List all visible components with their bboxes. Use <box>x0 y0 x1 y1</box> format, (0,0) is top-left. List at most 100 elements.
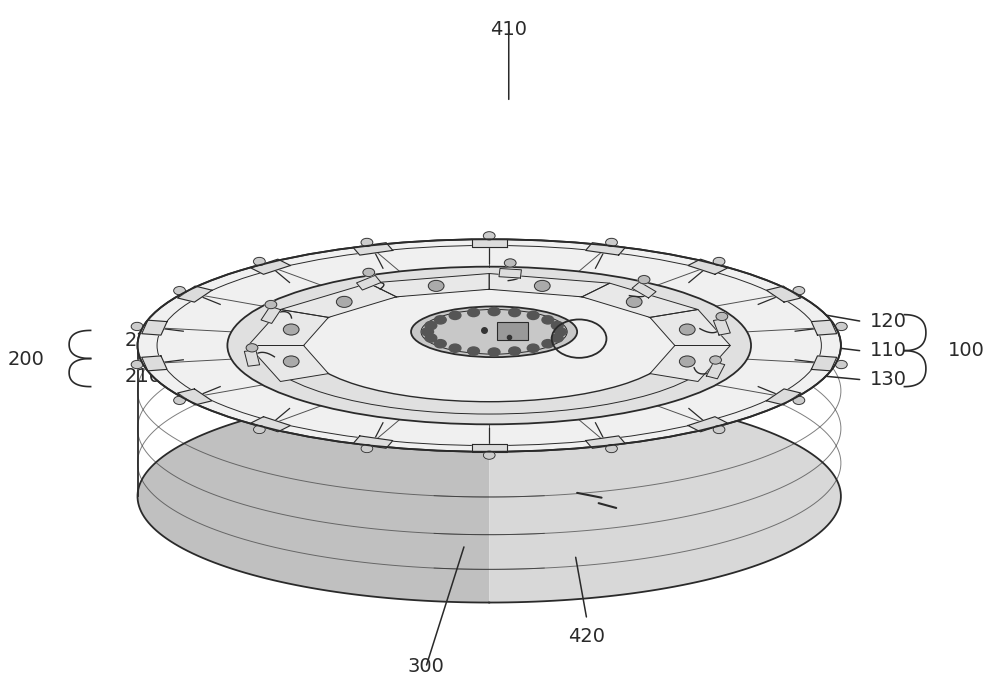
Polygon shape <box>142 320 167 335</box>
Polygon shape <box>178 286 212 302</box>
Text: B: B <box>570 310 584 329</box>
Polygon shape <box>688 417 727 432</box>
Polygon shape <box>582 283 698 317</box>
Circle shape <box>626 296 642 307</box>
Polygon shape <box>472 444 507 453</box>
Polygon shape <box>489 239 841 603</box>
Circle shape <box>246 343 258 352</box>
Circle shape <box>716 312 728 321</box>
Circle shape <box>710 356 721 364</box>
Polygon shape <box>248 310 328 346</box>
Text: 210: 210 <box>125 367 162 386</box>
Polygon shape <box>766 389 801 405</box>
Polygon shape <box>811 356 837 371</box>
Polygon shape <box>261 306 281 323</box>
Text: 200: 200 <box>8 350 45 369</box>
Circle shape <box>483 451 495 460</box>
Circle shape <box>542 339 554 348</box>
Circle shape <box>425 334 437 342</box>
Polygon shape <box>472 238 507 247</box>
Circle shape <box>488 348 500 356</box>
Polygon shape <box>499 269 521 278</box>
Text: 130: 130 <box>870 370 907 389</box>
Circle shape <box>254 426 265 434</box>
Text: 120: 120 <box>870 312 907 331</box>
Circle shape <box>174 287 185 295</box>
Circle shape <box>336 296 352 307</box>
Circle shape <box>361 444 373 453</box>
Ellipse shape <box>411 306 577 357</box>
Circle shape <box>793 396 805 404</box>
Circle shape <box>468 347 479 355</box>
Circle shape <box>434 316 446 324</box>
Ellipse shape <box>304 290 675 401</box>
Polygon shape <box>280 283 396 317</box>
Circle shape <box>254 257 265 265</box>
Circle shape <box>509 308 520 316</box>
Polygon shape <box>251 417 290 432</box>
Polygon shape <box>244 350 260 366</box>
Polygon shape <box>811 320 837 335</box>
Polygon shape <box>178 389 212 405</box>
Ellipse shape <box>138 239 841 452</box>
Circle shape <box>542 316 554 324</box>
Circle shape <box>793 287 805 295</box>
Polygon shape <box>369 274 489 297</box>
Polygon shape <box>138 239 489 603</box>
FancyBboxPatch shape <box>497 322 528 340</box>
Circle shape <box>551 334 563 342</box>
Circle shape <box>551 321 563 330</box>
Text: 300: 300 <box>407 657 444 676</box>
Circle shape <box>504 259 516 267</box>
Circle shape <box>835 322 847 330</box>
Circle shape <box>679 356 695 367</box>
Circle shape <box>131 361 143 369</box>
Text: 410: 410 <box>490 20 527 39</box>
Circle shape <box>527 311 539 319</box>
Circle shape <box>434 339 446 348</box>
Polygon shape <box>489 274 610 297</box>
Text: 110: 110 <box>870 341 907 361</box>
Circle shape <box>361 238 373 247</box>
Text: 100: 100 <box>948 341 985 361</box>
Polygon shape <box>353 436 393 448</box>
Circle shape <box>606 444 617 453</box>
Polygon shape <box>650 346 730 381</box>
Polygon shape <box>586 243 625 255</box>
Polygon shape <box>586 436 625 448</box>
Circle shape <box>422 328 434 336</box>
Circle shape <box>363 268 375 276</box>
Circle shape <box>265 301 277 309</box>
Polygon shape <box>248 346 328 381</box>
Polygon shape <box>357 276 381 290</box>
Text: 220: 220 <box>125 330 162 350</box>
Polygon shape <box>650 310 730 346</box>
Circle shape <box>527 344 539 352</box>
Circle shape <box>488 307 500 316</box>
Text: 420: 420 <box>568 627 605 645</box>
Circle shape <box>509 347 520 355</box>
Circle shape <box>283 356 299 367</box>
Circle shape <box>638 276 650 284</box>
Circle shape <box>449 311 461 319</box>
Circle shape <box>449 344 461 352</box>
Circle shape <box>468 308 479 316</box>
Circle shape <box>131 322 143 330</box>
Circle shape <box>679 324 695 335</box>
Polygon shape <box>706 362 725 379</box>
Circle shape <box>483 231 495 240</box>
Circle shape <box>283 324 299 335</box>
Circle shape <box>425 321 437 330</box>
Polygon shape <box>353 243 393 255</box>
Polygon shape <box>766 286 801 302</box>
Polygon shape <box>713 319 730 335</box>
Circle shape <box>428 281 444 292</box>
Ellipse shape <box>227 267 751 424</box>
Circle shape <box>713 426 725 434</box>
Polygon shape <box>688 259 727 274</box>
Circle shape <box>534 281 550 292</box>
Circle shape <box>835 361 847 369</box>
Polygon shape <box>632 282 656 298</box>
Circle shape <box>555 328 566 336</box>
Polygon shape <box>251 259 290 274</box>
